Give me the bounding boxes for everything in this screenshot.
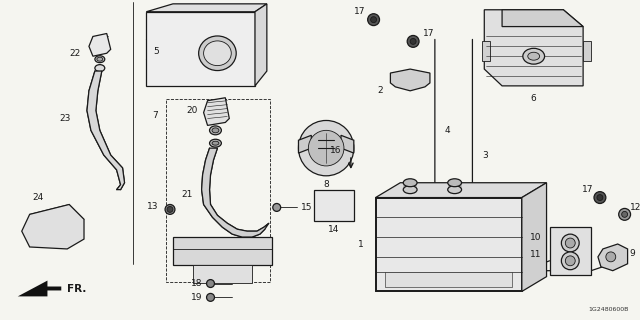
Circle shape [561,252,579,270]
Polygon shape [390,69,430,91]
Text: 14: 14 [328,225,340,234]
Bar [385,272,512,287]
Text: 1G2480600B: 1G2480600B [588,307,628,312]
Text: 13: 13 [147,202,158,211]
Ellipse shape [448,186,461,194]
Circle shape [407,36,419,47]
Circle shape [565,238,575,248]
Polygon shape [598,244,628,271]
Text: 21: 21 [181,190,193,199]
Text: 20: 20 [186,106,198,115]
Polygon shape [298,135,311,153]
Polygon shape [89,34,111,56]
Text: 2: 2 [378,86,383,95]
Circle shape [597,195,603,201]
Ellipse shape [403,179,417,187]
Polygon shape [522,183,547,292]
Polygon shape [376,183,547,197]
Polygon shape [202,148,269,237]
Polygon shape [147,4,267,12]
Ellipse shape [209,139,221,147]
Text: 4: 4 [445,126,451,135]
Text: 19: 19 [191,293,203,302]
Polygon shape [18,281,61,296]
Circle shape [619,208,630,220]
Circle shape [308,130,344,166]
Polygon shape [255,4,267,86]
Ellipse shape [95,65,105,72]
Circle shape [565,256,575,266]
Bar [403,183,417,191]
Ellipse shape [212,141,219,145]
Ellipse shape [448,179,461,187]
Circle shape [594,192,606,204]
Circle shape [561,234,579,252]
Circle shape [165,204,175,214]
Circle shape [621,212,628,217]
Text: 6: 6 [531,94,536,103]
Text: 8: 8 [323,180,329,189]
Text: 24: 24 [32,193,43,202]
Circle shape [606,252,616,262]
Bar [483,41,490,61]
Circle shape [273,204,281,212]
Ellipse shape [523,48,545,64]
Text: 18: 18 [191,279,203,288]
Text: 17: 17 [354,7,365,16]
Polygon shape [87,71,125,190]
Ellipse shape [209,126,221,135]
Text: 16: 16 [330,146,341,155]
Text: 1: 1 [358,239,364,249]
Polygon shape [502,10,583,27]
Text: 17: 17 [582,185,593,194]
Bar [147,12,255,86]
Bar [193,265,252,283]
Text: 11: 11 [530,250,541,260]
Circle shape [207,293,214,301]
Text: 12: 12 [630,203,640,212]
Circle shape [298,120,354,176]
Text: 7: 7 [152,111,158,120]
Ellipse shape [95,56,105,63]
Text: 3: 3 [483,150,488,160]
Circle shape [167,206,173,212]
Ellipse shape [212,128,219,133]
Ellipse shape [528,52,540,60]
Polygon shape [484,10,583,86]
Bar [166,99,270,282]
Ellipse shape [204,41,231,66]
Bar [173,237,272,265]
Bar [550,227,591,275]
Text: 9: 9 [630,249,636,258]
Text: 10: 10 [530,233,541,242]
Ellipse shape [403,186,417,194]
Polygon shape [341,135,354,153]
Text: 22: 22 [70,49,81,58]
Circle shape [207,280,214,287]
Circle shape [410,38,416,44]
Text: 17: 17 [423,29,435,38]
Ellipse shape [198,36,236,70]
Bar [314,190,354,221]
Polygon shape [22,204,84,249]
Text: 5: 5 [153,47,159,56]
Circle shape [367,14,380,26]
Ellipse shape [97,57,103,61]
Text: FR.: FR. [67,284,86,294]
Bar [376,197,522,292]
Circle shape [371,17,376,23]
Text: 23: 23 [60,114,71,123]
Polygon shape [204,98,229,125]
Bar [448,183,461,191]
Text: 15: 15 [301,203,313,212]
Bar [583,41,591,61]
